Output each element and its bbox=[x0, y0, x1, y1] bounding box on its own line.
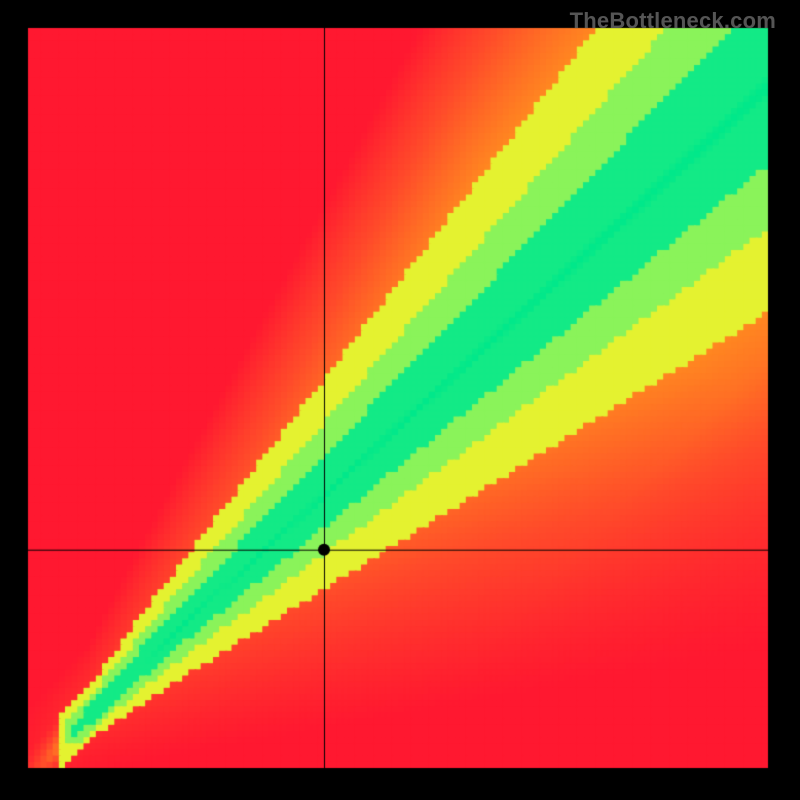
chart-container: TheBottleneck.com bbox=[0, 0, 800, 800]
watermark-label: TheBottleneck.com bbox=[570, 8, 776, 34]
bottleneck-heatmap-canvas bbox=[0, 0, 800, 800]
